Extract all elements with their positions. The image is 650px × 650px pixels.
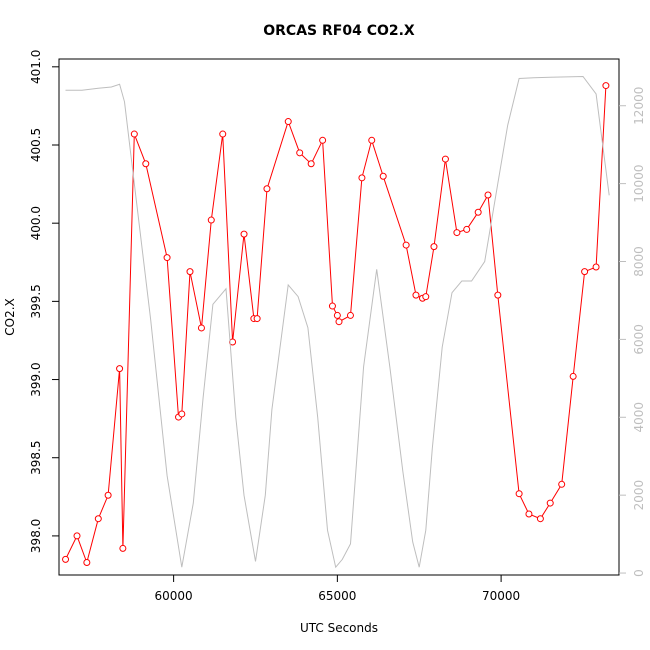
co2-data-point [335,318,343,326]
y-tick-label: 398.5 [29,441,43,475]
co2-data-point [319,136,327,144]
co2-data-point [379,172,387,180]
y2-tick-label: 0 [632,569,646,577]
co2-series-line [65,85,607,565]
co2-data-point [412,291,420,299]
y-tick-label: 400.0 [29,206,43,240]
co2-data-point [441,155,449,163]
co2-data-point [94,515,102,523]
y-tick-label: 399.5 [29,284,43,318]
y2-tick-label: 2000 [632,480,646,511]
chart-title: ORCAS RF04 CO2.X [263,23,415,39]
co2-data-point [328,302,336,310]
co2-data-point [307,160,315,168]
co2-data-point [296,149,304,157]
co2-data-point [253,315,261,323]
y-tick-label: 400.5 [29,128,43,162]
y2-tick-label: 6000 [632,324,646,355]
x-tick-label: 65000 [318,589,356,603]
y-tick-label: 401.0 [29,50,43,84]
co2-data-point [219,130,227,138]
co2-data-point [494,291,502,299]
co2-data-point [62,555,70,563]
co2-data-point [333,311,341,319]
co2-data-point [104,491,112,499]
co2-data-point [592,263,600,271]
y-tick-label: 398.0 [29,519,43,553]
co2-data-point [602,82,610,90]
co2-data-point [402,241,410,249]
y-axis-label: CO2.X [3,298,17,336]
co2-data-point [546,499,554,507]
co2-data-point [430,243,438,251]
co2-data-point [474,208,482,216]
co2-data-point [263,185,271,193]
x-tick-label: 60000 [155,589,193,603]
co2-data-point [116,365,124,373]
co2-data-point [130,130,138,138]
x-tick-label: 70000 [482,589,520,603]
co2-data-point [284,118,292,126]
co2-data-point [422,293,430,301]
co2-data-point [207,216,215,224]
y2-tick-label: 8000 [632,246,646,277]
x-axis-label: UTC Seconds [300,621,378,635]
y2-tick-label: 12000 [632,87,646,125]
co2-data-point [186,268,194,276]
co2-data-point [515,490,523,498]
co2-data-point [463,225,471,233]
co2-data-point [142,160,150,168]
y2-tick-label: 10000 [632,165,646,203]
co2-data-point [453,229,461,237]
co2-data-point [569,372,577,380]
co2-data-point [83,558,91,566]
co2-data-point [163,254,171,262]
y2-tick-label: 4000 [632,402,646,433]
y-tick-label: 399.0 [29,362,43,396]
co2-data-point [73,532,81,540]
plot-area: 60000 65000 70000398.0398.5399.0399.5400.0… [29,50,646,603]
co2-data-point [558,480,566,488]
co2-data-point [197,324,205,332]
co2-data-point [581,268,589,276]
co2-data-point [119,544,127,552]
co2-data-point [358,174,366,182]
co2-data-point [240,230,248,238]
co2-data-point [368,136,376,144]
secondary-series-line [65,75,610,569]
co2-data-point [346,311,354,319]
co2-data-point [484,191,492,199]
co2-data-point [536,515,544,523]
co2-data-point [525,510,533,518]
plot-frame [58,58,620,576]
co2-data-point [178,410,186,418]
